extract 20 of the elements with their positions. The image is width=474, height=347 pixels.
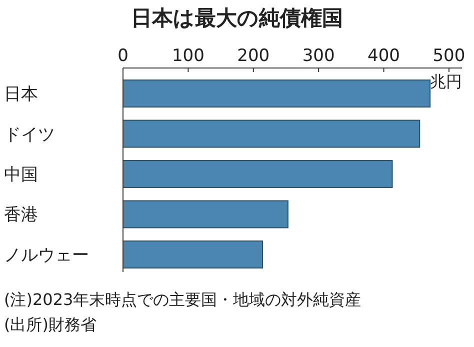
bar: [122, 160, 393, 188]
x-tick-label: 100: [172, 46, 204, 66]
y-tick-label: ノルウェー: [4, 245, 89, 266]
bar: [122, 240, 264, 268]
y-tick-label: 日本: [4, 84, 38, 105]
x-tick-label: 400: [368, 46, 400, 66]
y-tick-label: ドイツ: [4, 124, 55, 145]
bar: [122, 120, 420, 148]
x-tick-label: 500: [432, 46, 466, 66]
x-tick-label: 0: [118, 46, 128, 66]
bar: [122, 200, 288, 228]
x-tick-label: 200: [237, 46, 270, 66]
x-axis-title: 兆円: [430, 72, 462, 91]
y-tick-label: 香港: [4, 205, 38, 226]
text: (注)2023年末時点での主要国・地域の対外純資産: [4, 290, 362, 309]
x-tick-label: 300: [302, 46, 335, 66]
chart-title: 日本は最大の純債権国: [131, 6, 343, 30]
y-tick-label: 中国: [4, 165, 38, 185]
text: (出所)財務省: [4, 315, 96, 334]
bar: [122, 80, 431, 108]
